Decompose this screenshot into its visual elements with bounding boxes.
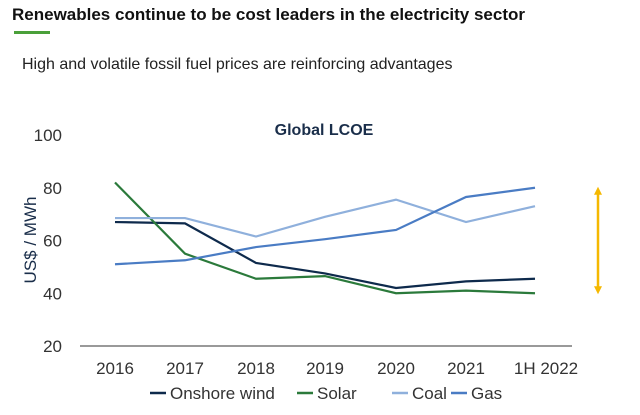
y-tick-label: 60 [43, 232, 62, 251]
series-line-gas [114, 186, 536, 266]
legend-label: Solar [317, 384, 357, 403]
y-tick-label: 40 [43, 284, 62, 303]
x-tick-label: 1H 2022 [514, 359, 578, 378]
legend-label: Gas [471, 384, 502, 403]
chart-title: Global LCOE [275, 122, 374, 139]
series-line-onshore-wind [114, 220, 536, 290]
y-axis-label: US$ / MWh [21, 197, 40, 284]
page-title: Renewables continue to be cost leaders i… [12, 5, 525, 24]
legend-label: Onshore wind [170, 384, 275, 403]
arrow-head-up [594, 186, 602, 195]
legend-label: Coal [412, 384, 447, 403]
x-tick-label: 2020 [377, 359, 415, 378]
y-tick-label: 100 [34, 126, 62, 145]
arrow-head-down [594, 286, 602, 295]
x-tick-label: 2021 [447, 359, 485, 378]
series-line-solar [114, 181, 536, 295]
x-tick-label: 2017 [166, 359, 204, 378]
y-tick-label: 20 [43, 337, 62, 356]
x-tick-label: 2016 [96, 359, 134, 378]
page-subtitle: High and volatile fossil fuel prices are… [22, 56, 453, 73]
x-tick-label: 2019 [306, 359, 344, 378]
series-line-coal [115, 198, 536, 238]
title-underline [14, 31, 50, 34]
y-tick-label: 80 [43, 179, 62, 198]
x-tick-label: 2018 [237, 359, 275, 378]
